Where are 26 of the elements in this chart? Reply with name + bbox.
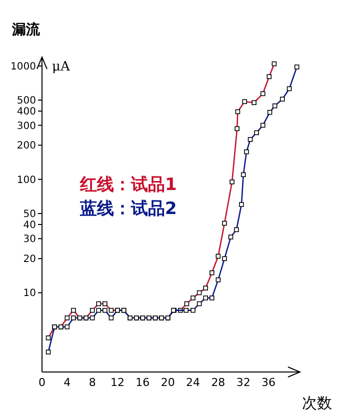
annotation: μA [52, 60, 70, 75]
x-tick-label: 28 [211, 376, 226, 389]
x-tick-label: 24 [186, 376, 200, 389]
text: 蓝线：试品2 [79, 199, 177, 219]
x-tick-label: 12 [110, 376, 125, 389]
x-tick-label: 20 [160, 376, 175, 389]
y-tick-label: 200 [16, 140, 36, 152]
y-tick-label: 10 [23, 288, 36, 300]
text: 红线：试品1 [79, 175, 177, 195]
y-tick-label: 50 [23, 208, 36, 220]
y-tick-label: 20 [23, 254, 36, 266]
x-tick-label: 16 [136, 376, 150, 389]
x-axis-title: 次数 [302, 394, 332, 412]
y-tick-label: 100 [16, 174, 36, 186]
x-tick-label: 4 [64, 376, 71, 389]
y-tick-label: 500 [16, 96, 36, 107]
x-tick-label: 8 [88, 376, 96, 389]
x-tick-label: 36 [262, 376, 276, 389]
y-axis-title: 漏流 [11, 21, 41, 38]
x-tick-label: 32 [236, 376, 250, 389]
y-tick-label: 1000 [10, 61, 36, 72]
y-tick-label: 30 [23, 234, 36, 246]
y-tick-label: 40 [23, 220, 36, 231]
y-tick-label: 400 [16, 106, 36, 118]
x-tick-label: 0 [38, 376, 46, 389]
y-tick-label: 300 [16, 120, 36, 132]
